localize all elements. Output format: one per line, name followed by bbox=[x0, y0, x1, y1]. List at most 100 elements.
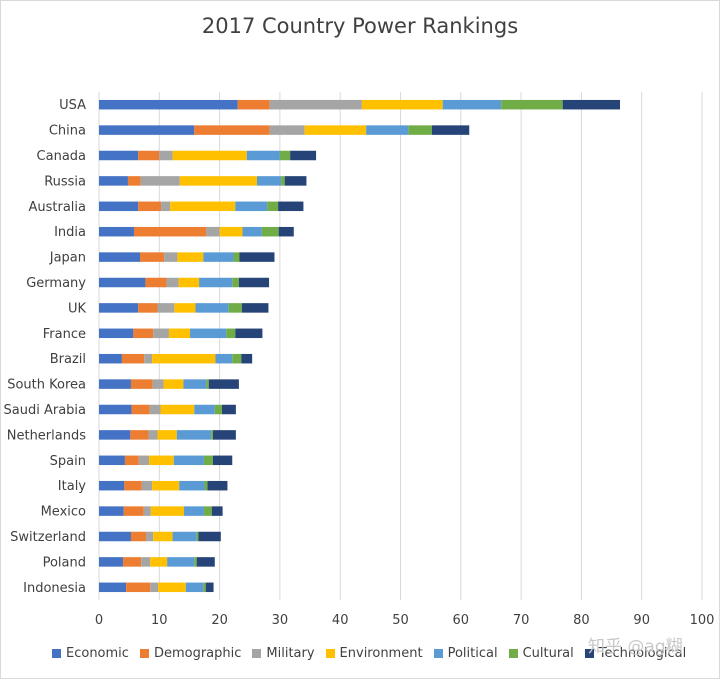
bar-segment-environment bbox=[157, 430, 177, 440]
bar-segment-demographic bbox=[138, 201, 162, 212]
x-tick-label: 20 bbox=[211, 613, 228, 628]
bar-segment-cultural bbox=[232, 277, 239, 288]
bar-segment-cultural bbox=[281, 176, 285, 186]
bar-segment-environment bbox=[168, 328, 191, 339]
legend-swatch bbox=[325, 649, 335, 658]
bar-segment-economic bbox=[99, 506, 124, 516]
category-label: South Korea bbox=[7, 378, 86, 393]
bar-segment-political bbox=[195, 303, 229, 313]
bar-segment-technological bbox=[207, 480, 228, 491]
x-tick-label: 80 bbox=[573, 613, 590, 628]
bar-segment-economic bbox=[99, 201, 139, 212]
bar-segment-demographic bbox=[133, 226, 207, 237]
legend-item: Military bbox=[252, 646, 315, 661]
bar-segment-technological bbox=[239, 252, 275, 262]
bar-segment-technological bbox=[278, 201, 304, 212]
bar-segment-military bbox=[140, 176, 180, 186]
bar-segment-military bbox=[159, 150, 173, 161]
bar-segment-cultural bbox=[226, 328, 236, 339]
bar-segment-cultural bbox=[194, 557, 197, 567]
category-label: Italy bbox=[58, 479, 87, 494]
category-label: Japan bbox=[49, 251, 86, 266]
legend-label: Political bbox=[447, 646, 498, 661]
bar-segment-political bbox=[173, 455, 204, 466]
bar-segment-economic bbox=[99, 480, 125, 491]
bar-segment-demographic bbox=[194, 125, 270, 135]
bar-segment-demographic bbox=[127, 176, 141, 186]
bar-segment-cultural bbox=[408, 125, 432, 135]
category-label: India bbox=[54, 225, 86, 240]
legend: Economic Demographic Military Environment Po… bbox=[52, 646, 697, 661]
bar-segment-cultural bbox=[211, 430, 213, 440]
bar-segment-military bbox=[157, 303, 175, 313]
category-label: UK bbox=[68, 301, 87, 316]
bar-segment-technological bbox=[284, 176, 307, 186]
bar-segment-environment bbox=[170, 201, 236, 212]
bar-segment-environment bbox=[158, 582, 186, 593]
bar-segment-technological bbox=[211, 506, 223, 516]
bar-segment-political bbox=[256, 176, 282, 186]
legend-item: Environment bbox=[325, 646, 423, 661]
x-tick-labels: 0 10 20 30 40 50 60 70 80 90 100 bbox=[95, 613, 715, 628]
bar-segment-political bbox=[246, 150, 280, 161]
legend-swatch bbox=[139, 649, 149, 658]
bar-segment-cultural bbox=[501, 99, 563, 110]
bar-segment-cultural bbox=[261, 226, 279, 237]
bar-segment-economic bbox=[99, 455, 125, 466]
bar-segment-environment bbox=[304, 125, 367, 135]
bar-segment-demographic bbox=[124, 455, 139, 466]
x-tick-label: 70 bbox=[513, 613, 530, 628]
category-label: France bbox=[43, 327, 86, 342]
legend-item: Technological bbox=[584, 646, 687, 661]
bar-segment-cultural bbox=[196, 531, 199, 542]
bar-segment-military bbox=[144, 353, 153, 364]
bar-segment-military bbox=[206, 226, 220, 237]
category-label: Canada bbox=[37, 149, 86, 164]
bar-segment-military bbox=[148, 430, 158, 440]
bar-segment-military bbox=[146, 531, 154, 542]
category-label: Indonesia bbox=[23, 581, 86, 596]
bar-segment-technological bbox=[196, 557, 215, 567]
bar-segment-technological bbox=[208, 379, 239, 389]
bar-segment-military bbox=[161, 201, 171, 212]
category-label: Saudi Arabia bbox=[4, 403, 87, 418]
bar-segment-economic bbox=[99, 430, 131, 440]
bar-segment-technological bbox=[212, 455, 233, 466]
bar-segment-technological bbox=[431, 125, 470, 135]
bar-segment-political bbox=[179, 480, 205, 491]
bar-segment-political bbox=[183, 379, 207, 389]
bar-segment-military bbox=[153, 328, 169, 339]
bar-segment-demographic bbox=[237, 99, 270, 110]
category-label: Russia bbox=[44, 174, 86, 189]
bar-segment-demographic bbox=[140, 252, 165, 262]
bar-segment-economic bbox=[99, 252, 141, 262]
bar-segment-demographic bbox=[130, 379, 153, 389]
bar-segment-demographic bbox=[130, 430, 149, 440]
bar-segment-cultural bbox=[203, 455, 213, 466]
legend-item: Political bbox=[433, 646, 498, 661]
bar-segment-economic bbox=[99, 226, 134, 237]
legend-swatch bbox=[584, 649, 594, 658]
chart-plot: USA China Canada Russia Australia India Japan G… bbox=[4, 92, 715, 628]
bar-segment-economic bbox=[99, 404, 132, 415]
bar-segment-political bbox=[242, 226, 262, 237]
category-label: Poland bbox=[43, 555, 86, 570]
x-tick-label: 90 bbox=[633, 613, 650, 628]
bar-segment-economic bbox=[99, 125, 195, 135]
bar-segment-cultural bbox=[203, 506, 212, 516]
bar-segment-environment bbox=[179, 176, 257, 186]
legend-item: Cultural bbox=[508, 646, 574, 661]
bar-segment-military bbox=[141, 480, 153, 491]
bar-segment-economic bbox=[99, 353, 122, 364]
bar-segment-military bbox=[149, 404, 161, 415]
bar-segment-political bbox=[366, 125, 409, 135]
x-tick-label: 10 bbox=[151, 613, 168, 628]
legend-label: Technological bbox=[598, 646, 687, 661]
bar-segment-economic bbox=[99, 277, 146, 288]
bar-segment-political bbox=[185, 582, 204, 593]
bar-segment-cultural bbox=[233, 252, 240, 262]
bar-segment-demographic bbox=[123, 506, 144, 516]
bar-segment-technological bbox=[198, 531, 221, 542]
category-label: China bbox=[49, 124, 86, 139]
legend-label: Military bbox=[266, 646, 315, 661]
